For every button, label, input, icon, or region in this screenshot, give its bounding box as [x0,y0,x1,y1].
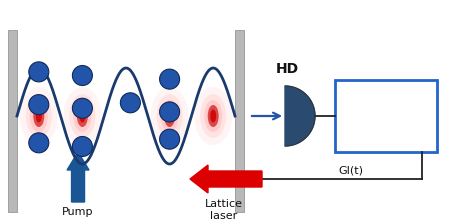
Ellipse shape [210,110,216,123]
Ellipse shape [208,105,219,127]
Ellipse shape [64,87,101,145]
Circle shape [160,129,180,149]
Circle shape [29,95,49,115]
Ellipse shape [73,100,91,132]
Circle shape [29,62,49,82]
Circle shape [160,69,180,89]
Ellipse shape [164,105,175,127]
Text: Feedback
h(t): Feedback h(t) [356,102,416,130]
Bar [8,30,17,212]
Bar [335,80,437,152]
Text: Lattice
laser: Lattice laser [205,199,243,221]
Ellipse shape [20,87,58,145]
Ellipse shape [77,105,88,127]
Circle shape [73,98,92,118]
Text: Pump: Pump [62,207,94,217]
Text: GI(t): GI(t) [338,165,364,175]
Ellipse shape [36,110,42,123]
Circle shape [120,93,140,113]
Ellipse shape [26,94,52,138]
Ellipse shape [151,87,189,145]
Text: HD: HD [275,62,299,76]
FancyArrow shape [67,152,89,202]
Circle shape [73,65,92,86]
Ellipse shape [161,100,179,132]
Ellipse shape [194,87,232,145]
Circle shape [73,136,92,157]
Bar [235,30,244,212]
Polygon shape [285,86,315,146]
Ellipse shape [166,110,173,123]
Circle shape [29,133,49,153]
Ellipse shape [30,100,48,132]
Ellipse shape [69,94,95,138]
Ellipse shape [156,94,182,138]
Ellipse shape [80,110,85,123]
Ellipse shape [33,105,44,127]
FancyArrow shape [190,165,262,193]
Circle shape [160,102,180,122]
Ellipse shape [200,94,226,138]
Ellipse shape [204,100,222,132]
